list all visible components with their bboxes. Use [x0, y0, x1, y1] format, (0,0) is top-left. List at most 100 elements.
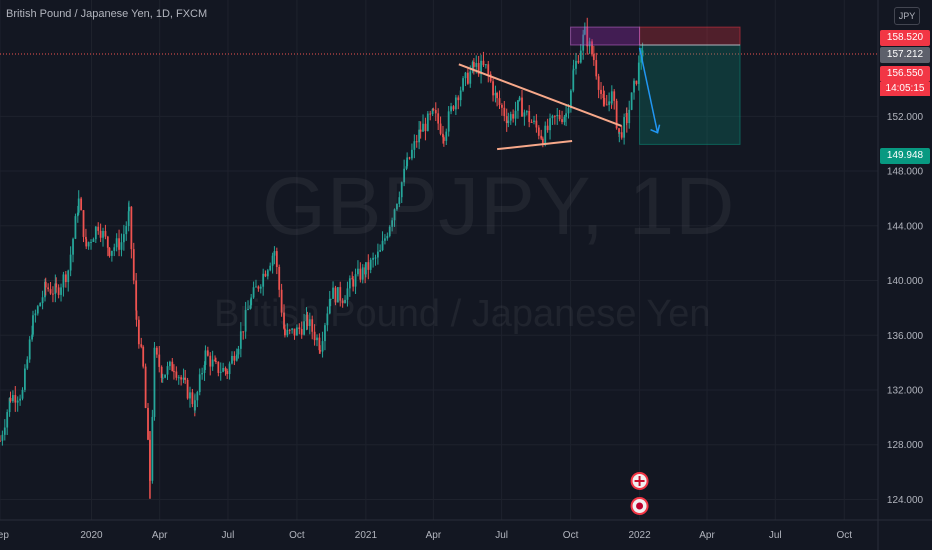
candle-body	[118, 238, 120, 250]
candle-body	[8, 398, 11, 413]
candle-body	[600, 89, 602, 94]
candle-body	[517, 100, 519, 111]
candle-body	[361, 267, 364, 280]
candle-body	[432, 108, 435, 111]
x-tick-label: Sep	[0, 530, 9, 541]
candle-body	[391, 220, 394, 227]
candle-body	[275, 251, 278, 267]
candle-body	[381, 240, 384, 251]
candle-body	[85, 239, 88, 247]
candle-body	[442, 137, 445, 141]
candle-body	[0, 440, 1, 442]
candle-body	[160, 366, 163, 378]
candle-body	[94, 226, 97, 240]
candle-body	[284, 328, 286, 336]
candle-body	[142, 346, 145, 367]
candle-body	[166, 366, 169, 375]
candle-body	[641, 50, 644, 57]
candle-body	[57, 287, 60, 295]
candle-body	[278, 266, 281, 290]
candle-body	[239, 331, 242, 349]
entry-zone[interactable]	[570, 26, 641, 46]
candle-body	[269, 265, 272, 271]
candle-body	[503, 107, 506, 117]
candle-body	[82, 210, 85, 237]
candle-body	[518, 97, 521, 101]
candle-body	[189, 392, 191, 399]
candle-body	[128, 206, 130, 212]
candle-body	[214, 359, 216, 361]
candle-body	[613, 91, 616, 101]
x-tick-label: Jul	[769, 530, 782, 541]
currency-label[interactable]: JPY	[894, 7, 920, 25]
candle-body	[328, 299, 331, 314]
candle-body	[492, 81, 494, 96]
candle-body	[437, 113, 440, 124]
candle-body	[364, 262, 367, 275]
candle-body	[28, 339, 31, 360]
candle-body	[219, 371, 222, 373]
support-line[interactable]	[496, 139, 573, 151]
candle-body	[92, 239, 95, 242]
candle-body	[206, 350, 209, 356]
candle-body	[235, 354, 238, 361]
candle-body	[175, 371, 178, 378]
x-tick-label: 2021	[355, 530, 378, 541]
x-tick-label: 2020	[80, 530, 103, 541]
candle-body	[196, 392, 199, 401]
candle-body	[19, 398, 21, 401]
candle-body	[551, 115, 554, 119]
candle-body	[16, 400, 19, 403]
y-tick-label: 144.000	[887, 221, 924, 232]
candle-body	[44, 281, 47, 288]
candle-body	[588, 41, 591, 47]
candle-body	[113, 247, 116, 251]
candle-body	[501, 104, 503, 108]
symbol-title[interactable]: British Pound / Japanese Yen, 1D, FXCM	[6, 8, 208, 20]
candle-body	[602, 93, 605, 98]
candle-body	[226, 371, 229, 374]
stop-loss-zone[interactable]	[639, 26, 741, 46]
candle-body	[293, 328, 296, 336]
candle-body	[32, 315, 34, 335]
candle-body	[300, 329, 303, 335]
candle-body	[55, 283, 58, 288]
candle-body	[3, 427, 6, 435]
candle-body	[161, 377, 164, 379]
candle-body	[637, 62, 640, 84]
candle-body	[429, 113, 432, 115]
candle-body	[558, 114, 561, 120]
price-tag-stop: 149.948	[880, 148, 930, 164]
candle-body	[615, 100, 618, 129]
price-tag-target: 158.520	[880, 30, 930, 46]
candle-body	[191, 392, 194, 405]
candle-body	[147, 407, 149, 440]
candle-body	[257, 286, 260, 289]
candle-body	[171, 361, 174, 372]
candle-body	[324, 325, 326, 342]
candle-body	[341, 300, 344, 304]
candle-body	[209, 355, 212, 367]
candle-body	[434, 110, 437, 114]
take-profit-zone[interactable]	[639, 44, 741, 145]
y-tick-label: 136.000	[887, 331, 924, 342]
forecast-arrow[interactable]	[638, 47, 659, 133]
candle-body	[11, 395, 14, 402]
candle-body	[184, 377, 187, 380]
candle-body	[140, 344, 143, 347]
candle-body	[228, 363, 231, 374]
candle-body	[41, 297, 44, 304]
candle-body	[405, 166, 408, 169]
candle-body	[471, 62, 474, 72]
candle-body	[512, 114, 515, 119]
candle-body	[569, 90, 572, 109]
y-tick-label: 152.000	[887, 112, 924, 123]
candle-body	[233, 355, 236, 361]
candle-body	[359, 268, 362, 280]
descending-trendline[interactable]	[458, 63, 622, 127]
candle-body	[540, 135, 543, 139]
candle-body	[475, 63, 478, 67]
candle-body	[514, 110, 517, 119]
candle-body	[507, 120, 510, 124]
